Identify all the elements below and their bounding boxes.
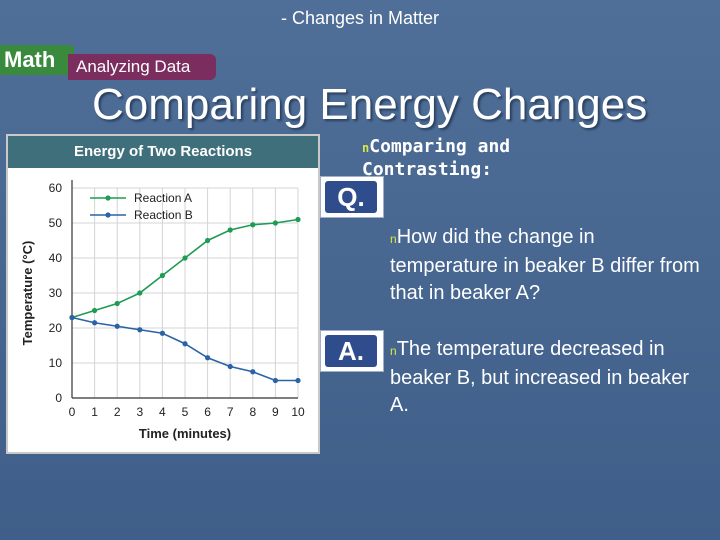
data-point [272, 377, 278, 384]
answer-body: The temperature decreased in beaker B, b… [390, 338, 690, 416]
data-point [205, 237, 211, 244]
legend-label: Reaction A [134, 191, 192, 205]
x-tick-label: 9 [272, 405, 279, 419]
answer-label: A. [325, 335, 377, 367]
data-point [250, 369, 256, 375]
header-label: - Changes in Matter [280, 8, 440, 28]
y-tick-label: 20 [49, 321, 63, 335]
line-chart: 0 10 20 30 40 50 60 0 1 2 3 4 5 6 7 8 9 10 Time (minutes) T… [20, 180, 305, 441]
data-point [137, 290, 143, 296]
data-point [295, 216, 301, 223]
answer-text: nThe temperature decreased in beaker B, … [390, 336, 690, 419]
x-tick-label: 4 [159, 405, 166, 419]
y-tick-label: 0 [55, 391, 62, 405]
data-point [272, 220, 278, 226]
legend-swatch-point [105, 212, 111, 218]
data-point [205, 355, 211, 361]
x-tick-label: 7 [227, 405, 234, 419]
data-point [227, 363, 233, 370]
math-analyzing-badge: Math Analyzing Data [0, 40, 216, 80]
data-point [92, 320, 98, 326]
y-tick-label: 40 [49, 251, 63, 265]
bullet-icon: n [362, 141, 370, 155]
data-point [159, 272, 165, 279]
x-tick-label: 5 [182, 405, 189, 419]
legend-swatch-point [105, 195, 111, 201]
data-point [182, 255, 188, 261]
slide-title: Comparing Energy Changes [92, 80, 648, 129]
data-point [250, 222, 256, 228]
chart-header [8, 136, 318, 168]
math-tab: Math [0, 45, 74, 75]
x-tick-label: 2 [114, 405, 121, 419]
legend-label: Reaction B [134, 208, 193, 222]
y-tick-label: 30 [49, 286, 63, 300]
data-point [227, 227, 233, 233]
y-tick-label: 10 [49, 356, 63, 370]
question-text: nHow did the change in temperature in be… [390, 224, 700, 307]
data-point [114, 323, 120, 329]
data-point [92, 307, 98, 314]
x-tick-label: 3 [136, 405, 143, 419]
x-tick-label: 10 [291, 405, 305, 419]
x-tick-label: 1 [91, 405, 98, 419]
data-point [137, 327, 143, 333]
chart-panel: Energy of Two Reactions 0 10 20 30 40 50 60 0 1 2… [6, 134, 320, 454]
data-point [159, 330, 165, 336]
data-point [69, 314, 75, 321]
question-badge: Q. [320, 176, 384, 218]
x-tick-label: 8 [249, 405, 256, 419]
data-point [295, 377, 301, 384]
data-point [114, 300, 120, 307]
answer-badge: A. [320, 330, 384, 372]
bullet-icon: n [390, 344, 397, 358]
x-tick-label: 6 [204, 405, 211, 419]
analyzing-data-tab: Analyzing Data [68, 54, 216, 80]
comparing-contrasting-heading: nComparing and Contrasting: [362, 136, 602, 181]
x-axis-label: Time (minutes) [139, 426, 231, 441]
y-tick-label: 50 [49, 216, 63, 230]
y-axis-label: Temperature (°C) [20, 241, 35, 346]
x-tick-label: 0 [69, 405, 76, 419]
question-body: How did the change in temperature in bea… [390, 226, 700, 304]
data-point [182, 341, 188, 347]
y-tick-label: 60 [49, 181, 63, 195]
compare-text: Comparing and Contrasting: [362, 136, 511, 180]
question-label: Q. [325, 181, 377, 213]
bullet-icon: n [390, 232, 397, 246]
chart-title: Energy of Two Reactions [73, 143, 253, 160]
